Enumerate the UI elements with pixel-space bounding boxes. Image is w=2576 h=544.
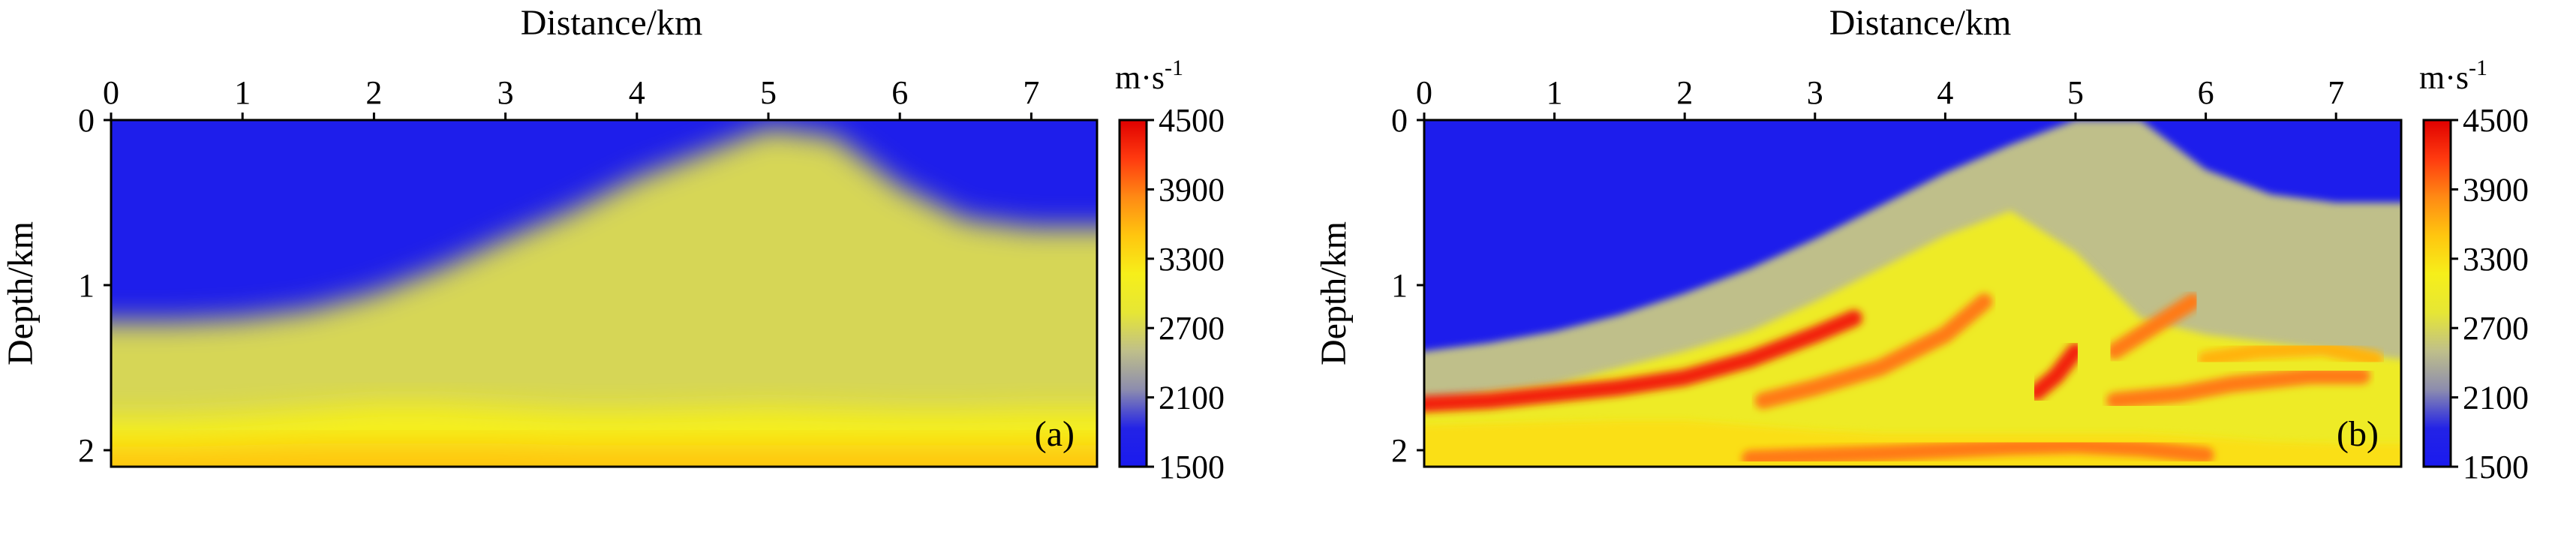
x-tick-label: 0 <box>103 74 119 111</box>
colorbar <box>2422 119 2452 468</box>
x-tick-label: 5 <box>760 74 777 111</box>
y-tick-label: 2 <box>1391 432 1408 469</box>
x-tick-label: 0 <box>1416 74 1432 111</box>
colorbar <box>1118 119 1148 468</box>
panel-b: 0 1 2 3 4 5 6 7 Distance/km 0 1 2 Depth/km (b) 4500 390… <box>1314 3 2529 485</box>
panel-label: (b) <box>2337 414 2379 454</box>
x-tick-label: 6 <box>2198 74 2214 111</box>
x-tick-label: 1 <box>1547 74 1563 111</box>
colorbar-tick-label: 4500 <box>2463 102 2529 139</box>
plot-frame <box>110 119 1099 468</box>
panel-label: (a) <box>1035 414 1075 454</box>
colorbar-tick-label: 3300 <box>1159 241 1225 278</box>
reflector-1 <box>1424 310 1862 413</box>
colorbar-tick-label: 2100 <box>2463 380 2529 416</box>
y-tick-label: 0 <box>1391 102 1408 139</box>
reflector-7 <box>1742 437 2214 467</box>
x-tick-label: 2 <box>365 74 382 111</box>
x-tick-label: 3 <box>497 74 514 111</box>
colorbar-unit-exponent: -1 <box>2469 56 2487 80</box>
colorbar-tick-label: 2700 <box>2463 310 2529 347</box>
reflector-3 <box>2027 343 2084 401</box>
colorbar-unit: m·s-1 <box>1115 56 1183 96</box>
reflector-4 <box>2106 293 2202 359</box>
x-tick-label: 2 <box>1676 74 1693 111</box>
x-tick-label: 5 <box>2067 74 2084 111</box>
colorbar-unit-exponent: -1 <box>1165 56 1183 80</box>
panel-a: 0 1 2 3 4 5 6 7 Distance/km 0 1 2 Depth/km (a) 4500 390… <box>1 3 1225 485</box>
y-tick-label: 0 <box>78 102 95 139</box>
x-tick-label: 7 <box>2328 74 2344 111</box>
velocity-field <box>1424 120 2401 467</box>
x-tick-label: 3 <box>1807 74 1823 111</box>
layer-1 <box>111 128 1097 467</box>
y-axis-title: Depth/km <box>1314 221 1354 365</box>
colorbar-unit: m·s-1 <box>2419 56 2487 96</box>
x-axis-title: Distance/km <box>1829 3 2012 43</box>
y-tick-label: 1 <box>78 267 95 304</box>
x-tick-label: 4 <box>629 74 645 111</box>
reflector-2 <box>1754 293 1993 409</box>
reflector-5 <box>2106 368 2370 409</box>
colorbar-tick-label: 2100 <box>1159 380 1225 416</box>
colorbar-tick-label: 3900 <box>1159 171 1225 208</box>
colorbar-tick-label: 1500 <box>2463 449 2529 485</box>
y-tick-label: 1 <box>1391 267 1408 304</box>
reflector-6 <box>2197 339 2384 368</box>
x-tick-label: 4 <box>1937 74 1953 111</box>
colorbar-tick-label: 1500 <box>1159 449 1225 485</box>
layer-3 <box>111 443 1097 467</box>
colorbar-tick-label: 4500 <box>1159 102 1225 139</box>
plot-frame <box>1423 119 2403 468</box>
colorbar-tick-label: 3900 <box>2463 171 2529 208</box>
colorbar-tick-label: 3300 <box>2463 241 2529 278</box>
x-tick-label: 1 <box>234 74 251 111</box>
y-axis-title: Depth/km <box>1 221 41 365</box>
colorbar-tick-label: 2700 <box>1159 310 1225 347</box>
x-tick-label: 6 <box>891 74 908 111</box>
y-tick-label: 2 <box>78 432 95 469</box>
x-tick-label: 7 <box>1023 74 1039 111</box>
x-axis-title: Distance/km <box>521 3 703 43</box>
velocity-field <box>111 120 1097 467</box>
